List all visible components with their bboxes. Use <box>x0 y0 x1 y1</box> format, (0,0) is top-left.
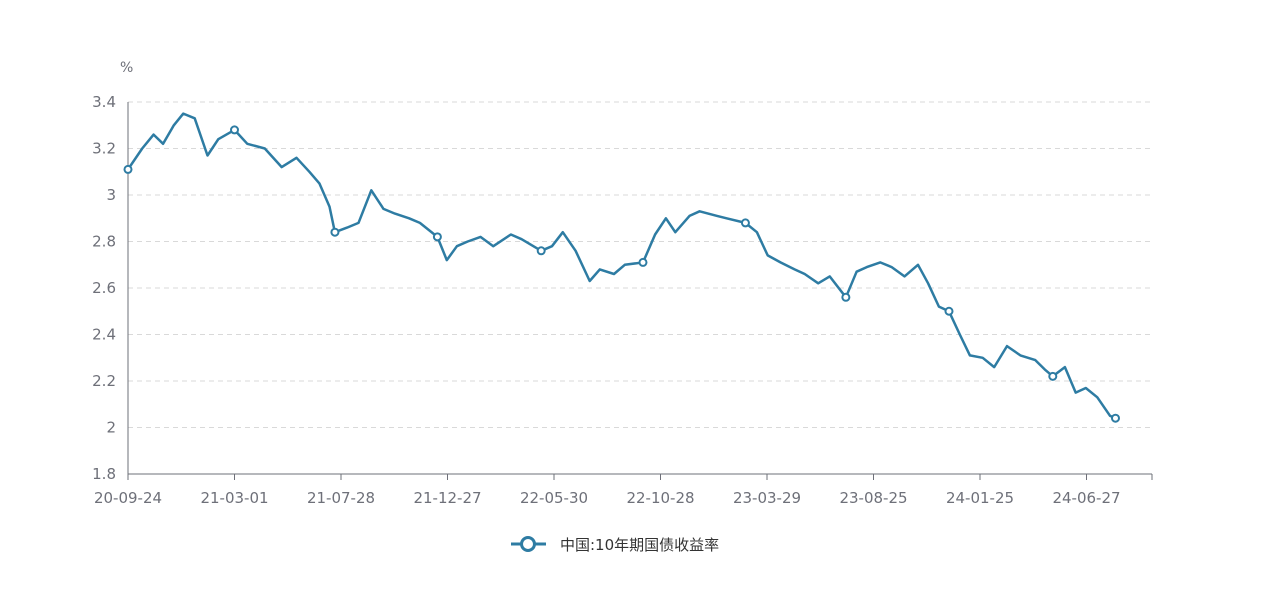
axes: % 1.8 2 2.2 2.4 2.6 2.8 3 3.2 3.4 20-09-24 21-03-0… <box>92 60 1153 507</box>
series-point <box>230 125 239 135</box>
x-tick-label: 21-03-01 <box>200 489 268 507</box>
x-tick-label: 24-06-27 <box>1052 489 1120 507</box>
x-tick-label: 23-03-29 <box>733 489 801 507</box>
series-point <box>432 232 442 242</box>
y-tick-label: 3.2 <box>92 140 116 158</box>
y-axis-unit-label: % <box>120 60 133 76</box>
series-point <box>841 292 851 302</box>
legend[interactable]: 中国:10年期国债收益率 <box>511 536 719 554</box>
series-point <box>330 227 340 237</box>
x-tick-label: 21-12-27 <box>413 489 481 507</box>
series-point <box>1110 413 1120 423</box>
x-tick-label: 20-09-24 <box>94 489 162 507</box>
series-layer <box>123 112 1120 423</box>
x-tick-label: 21-07-28 <box>307 489 375 507</box>
series-point <box>638 257 648 267</box>
x-tick-label: 22-05-30 <box>520 489 588 507</box>
legend-label: 中国:10年期国债收益率 <box>560 536 719 554</box>
series-point <box>944 306 954 316</box>
y-tick-label: 2.8 <box>92 233 116 251</box>
y-tick-label: 3 <box>106 186 116 204</box>
series-point <box>123 164 133 174</box>
legend-circle-icon <box>520 536 536 552</box>
y-tick-label: 2.4 <box>92 326 116 344</box>
series-point <box>536 246 546 256</box>
y-tick-label: 1.8 <box>92 465 116 483</box>
x-tick-label: 23-08-25 <box>839 489 907 507</box>
series-point <box>740 218 750 228</box>
y-tick-label: 2.6 <box>92 279 116 297</box>
y-tick-label: 2 <box>106 419 116 437</box>
series-line <box>126 112 1116 420</box>
y-tick-label: 2.2 <box>92 372 116 390</box>
x-tick-label: 22-10-28 <box>626 489 694 507</box>
series-point <box>1048 371 1058 381</box>
y-tick-label: 3.4 <box>92 93 116 111</box>
x-tick-label: 24-01-25 <box>946 489 1014 507</box>
